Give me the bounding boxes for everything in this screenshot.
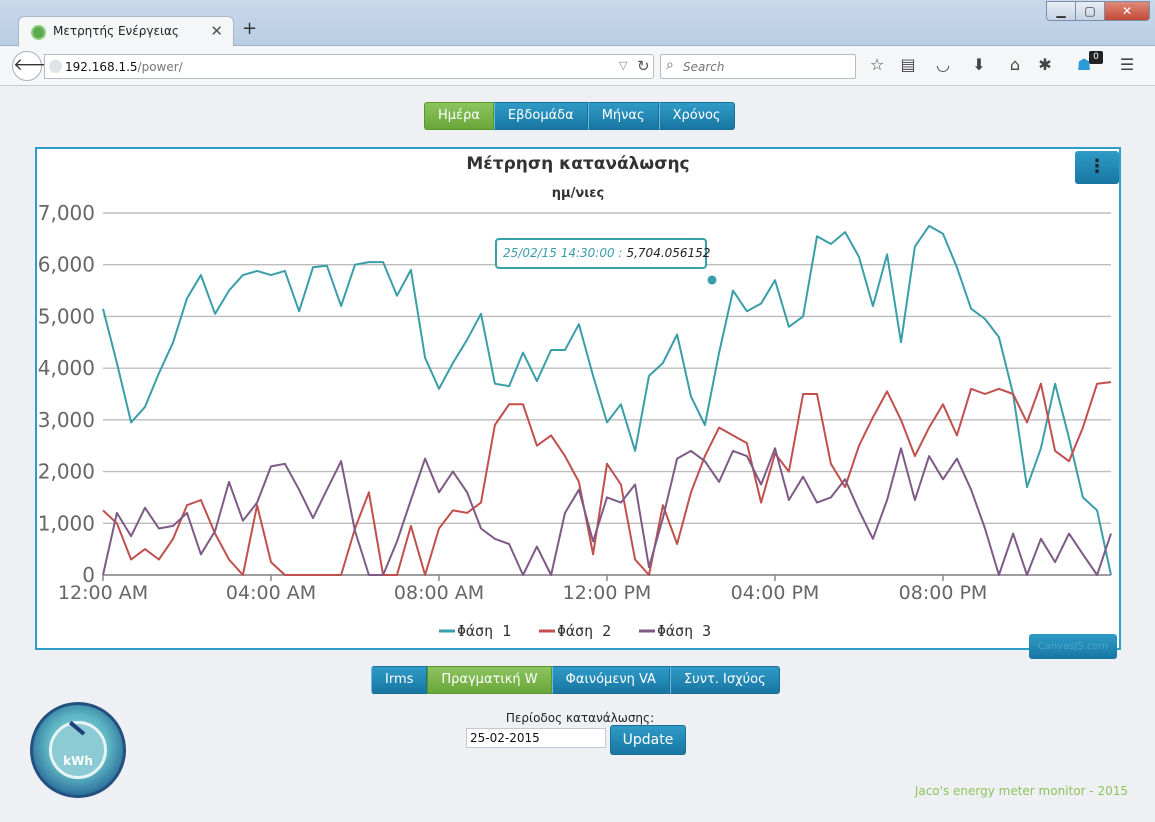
series-line-phase-2 xyxy=(102,381,1112,576)
url-dropdown-icon[interactable]: ▽ xyxy=(619,59,628,72)
browser-title-bar: Μετρητής Ενέργειας ✕ + ▁ ▢ ✕ xyxy=(0,0,1155,47)
home-icon[interactable]: ⌂ xyxy=(1009,55,1021,74)
tooltip-time: 25/02/15 14:30:00 : xyxy=(503,246,623,260)
kwh-logo: kWh xyxy=(30,702,126,798)
tab-title: Μετρητής Ενέργειας xyxy=(53,24,179,38)
meter-gauge-icon: kWh xyxy=(49,720,107,779)
chart-canvas: 0 1,000 2,000 3,000 4,000 5,000 6,000 7,000 12:0… xyxy=(38,201,1112,640)
favicon-icon xyxy=(31,25,46,40)
download-icon[interactable]: ⬇ xyxy=(972,55,986,74)
metric-real-power-button[interactable]: Πραγματική W xyxy=(427,666,552,694)
update-button[interactable]: Update xyxy=(610,725,686,755)
y-tick-label: 4,000 xyxy=(38,356,95,380)
date-input[interactable] xyxy=(466,728,606,748)
consumption-chart: 0 1,000 2,000 3,000 4,000 5,000 6,000 7,000 12:0… xyxy=(35,147,1121,659)
period-week-button[interactable]: Εβδομάδα xyxy=(493,102,588,130)
chart-title: Μέτρηση κατανάλωσης xyxy=(466,154,690,174)
metric-button-group: Irms Πραγματική W Φαινόμενη VA Συντ. Ισχ… xyxy=(371,666,780,694)
url-host: 192.168.1.5 xyxy=(65,60,138,74)
x-tick-label: 08:00 AM xyxy=(394,582,484,604)
series-line-phase-3 xyxy=(102,447,1112,576)
period-day-button[interactable]: Ημέρα xyxy=(424,102,494,130)
metric-power-factor-button[interactable]: Συντ. Ισχύος xyxy=(669,666,780,694)
x-tick-label: 08:00 PM xyxy=(899,582,988,604)
metric-apparent-power-button[interactable]: Φαινόμενη VA xyxy=(551,666,670,694)
chart-tooltip: 25/02/15 14:30:00 :5,704.056152 xyxy=(495,238,711,269)
browser-tab[interactable]: Μετρητής Ενέργειας ✕ xyxy=(18,16,234,47)
y-tick-label: 5,000 xyxy=(38,304,95,328)
gauge-needle-icon xyxy=(68,720,86,736)
browser-nav-bar: 🡐 192.168.1.5/power/ ▽ ↻ ⌕ ☆ ▤ ◡ ⬇ ⌂ ✱ ☗… xyxy=(0,46,1155,86)
chart-subtitle: ημ/νιες xyxy=(551,186,605,201)
period-label: Περίοδος κατανάλωσης: xyxy=(505,711,655,725)
star-icon[interactable]: ☆ xyxy=(869,55,885,74)
reload-icon[interactable]: ↻ xyxy=(637,57,650,75)
x-tick-label: 04:00 PM xyxy=(731,582,820,604)
extension-icon[interactable]: ✱ xyxy=(1038,55,1052,74)
ghostery-icon[interactable]: ☗ xyxy=(1076,55,1092,74)
y-tick-label: 2,000 xyxy=(38,460,95,484)
url-bar[interactable]: 192.168.1.5/power/ ▽ ↻ xyxy=(44,54,654,79)
menu-icon[interactable]: ☰ xyxy=(1119,55,1135,74)
period-month-button[interactable]: Μήνας xyxy=(587,102,659,130)
highlighted-data-point xyxy=(707,275,717,285)
window-close-button[interactable]: ✕ xyxy=(1104,1,1150,21)
metric-irms-button[interactable]: Irms xyxy=(371,666,428,694)
x-tick-label: 12:00 AM xyxy=(58,582,148,604)
window-maximize-button[interactable]: ▢ xyxy=(1075,1,1105,21)
x-tick-label: 12:00 PM xyxy=(563,582,652,604)
legend-entry: Φάση 2 xyxy=(557,622,611,640)
new-tab-button[interactable]: + xyxy=(242,18,258,39)
window-minimize-button[interactable]: ▁ xyxy=(1046,1,1076,21)
chart-menu-button[interactable]: ⋮ xyxy=(1075,151,1119,184)
tab-close-icon[interactable]: ✕ xyxy=(210,22,223,40)
site-info-icon[interactable] xyxy=(49,60,62,73)
pocket-icon[interactable]: ◡ xyxy=(936,55,950,74)
y-tick-label: 0 xyxy=(82,563,95,587)
url-text: 192.168.1.5/power/ xyxy=(65,60,183,74)
reader-icon[interactable]: ▤ xyxy=(900,55,916,74)
y-tick-label: 7,000 xyxy=(38,201,95,225)
period-button-group: Ημέρα Εβδομάδα Μήνας Χρόνος xyxy=(424,102,735,130)
canvasjs-credit-link[interactable]: CanvasJS.com xyxy=(1029,634,1117,659)
back-button[interactable]: 🡐 xyxy=(12,51,59,81)
legend-entry: Φάση 3 xyxy=(657,622,711,640)
footer-text: Jaco's energy meter monitor - 2015 xyxy=(914,784,1128,798)
legend-entry: Φάση 1 xyxy=(457,622,511,640)
tooltip-value: 5,704.056152 xyxy=(626,246,711,260)
x-tick-label: 04:00 AM xyxy=(226,582,316,604)
y-tick-label: 3,000 xyxy=(38,408,95,432)
ghostery-badge: 0 xyxy=(1089,51,1103,64)
series-line-phase-1 xyxy=(102,224,1112,576)
y-tick-label: 1,000 xyxy=(38,511,95,535)
search-bar[interactable]: ⌕ xyxy=(660,54,856,79)
logo-text: kWh xyxy=(63,754,93,768)
search-icon: ⌕ xyxy=(666,57,674,73)
search-input[interactable] xyxy=(683,58,853,75)
url-path: /power/ xyxy=(137,60,183,74)
period-year-button[interactable]: Χρόνος xyxy=(658,102,735,130)
y-tick-label: 6,000 xyxy=(38,253,95,277)
